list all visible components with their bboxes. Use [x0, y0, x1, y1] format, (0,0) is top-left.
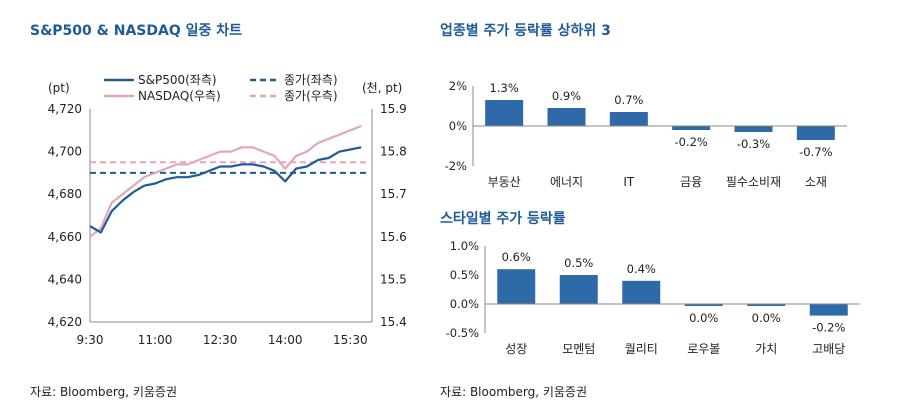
left-y-tick-label: 4,620 [48, 315, 82, 329]
left-y-tick-label: 4,680 [48, 187, 82, 201]
legend-label: 종가(좌측) [284, 73, 338, 87]
legend-label: S&P500(좌측) [138, 73, 217, 87]
sector-bar [796, 126, 835, 140]
sp500-line [89, 146, 362, 234]
left-y-tick-label: 4,720 [48, 102, 82, 116]
bar-chart-source: 자료: Bloomberg, 키움증권 [440, 385, 588, 399]
line-chart-title: S&P500 & NASDAQ 일중 차트 [30, 23, 242, 39]
legend-label: 종가(우측) [284, 89, 338, 103]
sector-bar [609, 112, 648, 126]
left-y-tick-label: 4,660 [48, 230, 82, 244]
sector-bar [734, 126, 773, 132]
style-data-label: -0.2% [812, 321, 845, 335]
right-y-tick-label: 15.6 [380, 230, 407, 244]
sector-y-tick-label: 0% [449, 119, 467, 133]
style-y-tick-label: 0.0% [450, 297, 479, 311]
style-bar [559, 275, 598, 304]
right-y-tick-label: 15.7 [380, 187, 407, 201]
sector-y-tick-label: -2% [445, 159, 467, 173]
x-tick-label: 11:00 [138, 333, 173, 347]
x-tick-label: 12:30 [203, 333, 238, 347]
sector-bar [547, 108, 586, 126]
x-tick-label: 15:30 [333, 333, 368, 347]
style-bar [747, 304, 786, 306]
right-y-tick-label: 15.4 [380, 315, 407, 329]
style-category-label: 퀄리티 [625, 342, 658, 356]
style-category-label: 고배당 [812, 342, 845, 356]
style-data-label: 0.6% [502, 250, 531, 264]
style-chart-title: 스타일별 주가 등락률 [440, 211, 566, 227]
nasdaq-line [89, 124, 362, 238]
x-tick-label: 14:00 [268, 333, 303, 347]
sector-data-label: -0.2% [674, 135, 707, 149]
right-y-tick-label: 15.5 [380, 272, 407, 286]
sector-y-tick-label: 2% [449, 79, 467, 93]
style-y-tick-label: -0.5% [446, 326, 479, 340]
sector-data-label: 1.3% [490, 81, 519, 95]
style-y-tick-label: 1.0% [450, 239, 479, 253]
style-data-label: 0.5% [564, 256, 593, 270]
style-data-label: 0.0% [752, 311, 781, 325]
style-category-label: 성장 [505, 342, 527, 356]
sector-data-label: -0.3% [737, 137, 770, 151]
left-y-tick-label: 4,700 [48, 145, 82, 159]
right-axis-unit: (천, pt) [362, 80, 402, 95]
right-y-tick-label: 15.8 [380, 145, 407, 159]
legend-label: NASDAQ(우측) [138, 89, 221, 103]
style-bar [684, 304, 723, 306]
style-bar [497, 269, 536, 304]
style-y-tick-label: 0.5% [450, 268, 479, 282]
left-axis-unit: (pt) [48, 81, 70, 95]
sector-data-label: 0.9% [552, 89, 581, 103]
sector-category-label: 에너지 [550, 175, 583, 189]
right-y-tick-label: 15.9 [380, 102, 407, 116]
sector-bar [485, 100, 524, 126]
style-data-label: 0.0% [689, 311, 718, 325]
sector-category-label: 금융 [680, 175, 702, 189]
style-data-label: 0.4% [627, 262, 656, 276]
sector-category-label: IT [623, 175, 635, 189]
sector-category-label: 필수소비재 [726, 175, 781, 189]
line-chart-source: 자료: Bloomberg, 키움증권 [30, 385, 178, 399]
sector-data-label: -0.7% [799, 145, 832, 159]
left-y-tick-label: 4,640 [48, 272, 82, 286]
style-bar [809, 304, 848, 316]
sector-category-label: 부동산 [488, 175, 521, 189]
style-category-label: 가치 [755, 342, 777, 356]
style-bar [622, 280, 661, 304]
sector-bar [672, 126, 711, 130]
x-tick-label: 9:30 [77, 333, 104, 347]
style-category-label: 로우볼 [687, 342, 720, 356]
sector-category-label: 소재 [805, 175, 827, 189]
sector-data-label: 0.7% [614, 93, 643, 107]
sector-chart-title: 업종별 주가 등락률 상하위 3 [440, 23, 611, 39]
style-category-label: 모멘텀 [562, 342, 595, 356]
